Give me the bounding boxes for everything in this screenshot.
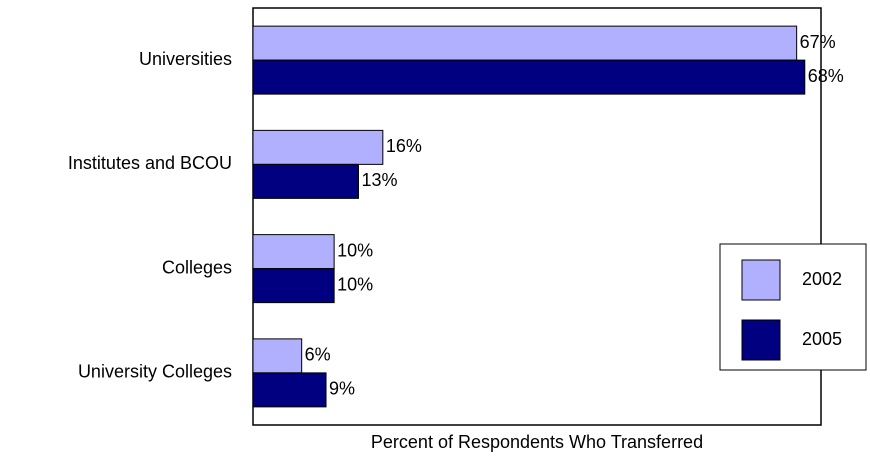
y-tick-label: Colleges [162,257,232,277]
data-label: 67% [800,32,836,52]
data-label: 68% [808,66,844,86]
legend-label: 2005 [802,329,842,349]
bar [252,59,806,95]
bar [252,163,359,199]
data-label: 16% [386,136,422,156]
bar [252,25,798,61]
x-axis-label: Percent of Respondents Who Transferred [371,432,703,452]
bar [252,268,335,304]
plot-frame [252,7,822,426]
bar [252,372,327,408]
data-label: 13% [361,170,397,190]
data-label: 10% [337,274,373,294]
data-label: 9% [329,379,355,399]
y-tick-label: Universities [139,49,232,69]
data-label: 6% [305,345,331,365]
legend-swatch [741,259,781,301]
data-label: 10% [337,240,373,260]
bar [252,234,335,270]
bar [252,129,384,165]
y-tick-label: Institutes and BCOU [68,153,232,173]
legend-label: 2002 [802,269,842,289]
y-tick-label: University Colleges [78,362,232,382]
legend-swatch [741,319,781,361]
bar [252,338,303,374]
